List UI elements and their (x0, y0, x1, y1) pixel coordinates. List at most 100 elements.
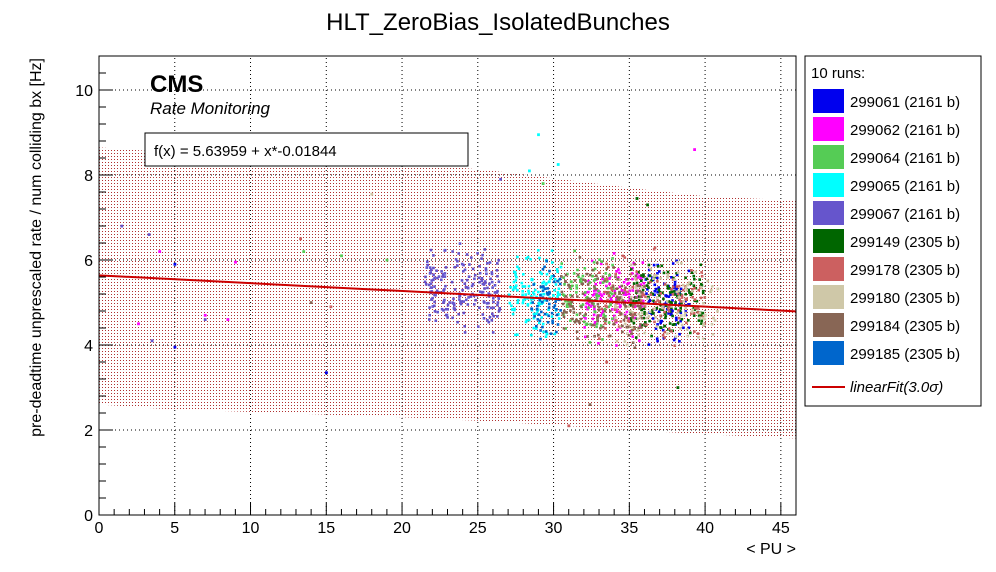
data-point (631, 302, 635, 306)
data-point (467, 296, 470, 299)
data-point (662, 297, 665, 301)
data-point (659, 319, 662, 323)
data-point (647, 268, 651, 272)
legend-fit-name: linearFit (850, 379, 904, 396)
data-point (556, 294, 559, 298)
data-point (426, 263, 429, 267)
data-point (460, 279, 464, 282)
data-point (546, 293, 550, 296)
data-point (622, 291, 625, 295)
data-point (569, 280, 573, 283)
data-point (706, 279, 710, 283)
data-point (619, 312, 623, 315)
data-point (428, 306, 431, 309)
data-point (573, 279, 577, 282)
data-point (429, 248, 433, 252)
data-point (676, 271, 680, 274)
data-point (595, 293, 598, 296)
data-point (588, 297, 592, 301)
data-point (633, 303, 637, 306)
data-point (572, 311, 576, 314)
data-point (457, 312, 460, 316)
data-point (527, 289, 530, 293)
data-point (600, 307, 604, 311)
data-point (678, 309, 682, 313)
data-point (593, 307, 596, 311)
data-point (632, 299, 635, 303)
legend-swatch (813, 257, 844, 281)
outlier-point (370, 192, 374, 196)
data-point (626, 332, 629, 335)
data-point (569, 301, 572, 304)
data-point (585, 302, 589, 305)
data-point (659, 276, 662, 280)
data-point (516, 333, 519, 336)
data-point (645, 316, 648, 320)
data-point (615, 306, 619, 309)
data-point (489, 277, 492, 281)
data-point (665, 300, 669, 303)
data-point (679, 300, 683, 303)
data-point (431, 296, 434, 300)
data-point (660, 319, 664, 323)
data-point (571, 305, 574, 308)
data-point (690, 269, 693, 272)
data-point (488, 282, 491, 286)
data-point (516, 288, 519, 292)
data-point (430, 298, 433, 301)
data-point (516, 255, 519, 259)
data-point (653, 320, 656, 324)
data-point (488, 261, 492, 264)
outlier-point (203, 318, 207, 321)
data-point (608, 282, 611, 286)
data-point (701, 311, 705, 315)
data-point (626, 282, 629, 286)
data-point (611, 285, 615, 288)
data-point (668, 291, 672, 294)
data-point (657, 300, 661, 303)
data-points (120, 133, 720, 428)
outlier-point (693, 148, 696, 151)
data-point (476, 252, 479, 255)
data-point (642, 316, 646, 320)
data-point (591, 274, 594, 278)
data-point (432, 273, 435, 276)
data-point (557, 293, 560, 297)
data-point (654, 316, 657, 319)
data-point (545, 332, 549, 336)
data-point (599, 297, 602, 301)
data-point (492, 314, 495, 318)
data-point (643, 310, 646, 314)
data-point (462, 300, 465, 303)
data-point (639, 326, 643, 329)
data-point (627, 305, 630, 308)
data-point (627, 320, 631, 323)
data-point (593, 310, 596, 313)
data-point (667, 327, 671, 331)
data-point (529, 258, 532, 261)
data-point (663, 324, 666, 328)
x-tick-label: 15 (317, 520, 335, 537)
data-point (618, 305, 622, 309)
data-point (536, 309, 539, 313)
data-point (571, 284, 574, 288)
data-point (628, 289, 632, 292)
data-point (555, 308, 558, 311)
data-point (535, 327, 538, 330)
data-point (538, 256, 541, 260)
data-point (467, 275, 471, 278)
data-point (521, 301, 525, 305)
data-point (490, 319, 494, 322)
data-point (599, 262, 603, 266)
data-point (614, 304, 617, 307)
data-point (687, 326, 691, 330)
data-point (624, 293, 628, 296)
data-point (584, 305, 588, 309)
data-point (627, 299, 631, 302)
outlier-point (299, 237, 302, 241)
data-point (678, 340, 681, 343)
data-point (578, 321, 581, 324)
data-point (699, 263, 703, 267)
legend-entry-label: 299178 (2305 b) (850, 262, 960, 279)
